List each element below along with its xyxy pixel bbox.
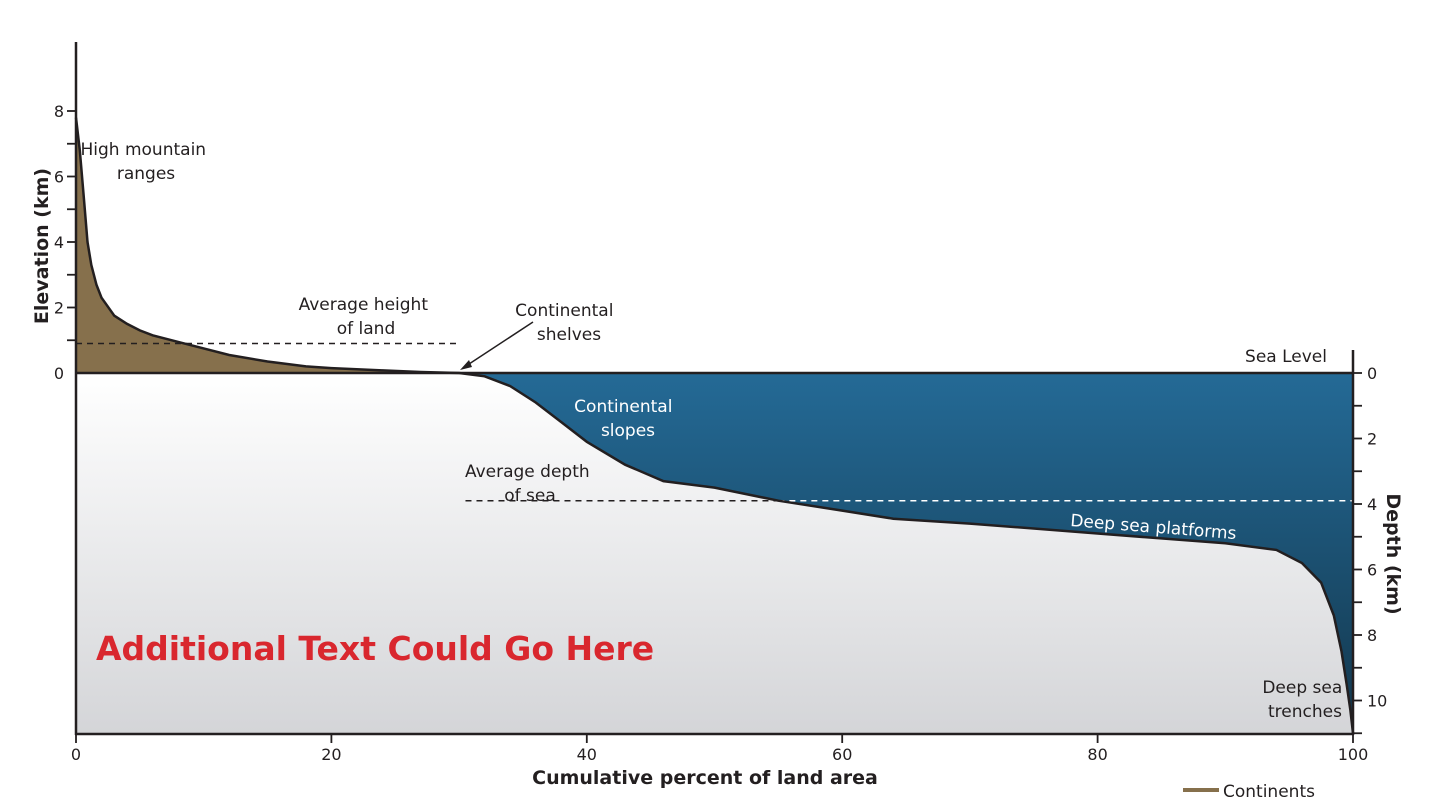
tick-marks (67, 110, 1362, 743)
continent-area (76, 117, 460, 373)
legend: Continents (1183, 782, 1315, 802)
average-height-label: Average height of land (299, 295, 434, 339)
left-y-axis-label: Elevation (km) (31, 168, 53, 324)
elevation-tick-label: 6 (54, 168, 64, 187)
x-tick-label: 60 (832, 745, 852, 764)
average-depth-label: Average depth of sea (465, 462, 595, 506)
hypsographic-curve (74, 117, 1355, 734)
elevation-tick-label: 0 (54, 364, 64, 383)
x-tick-label: 0 (71, 745, 81, 764)
elevation-tick-label: 8 (54, 102, 64, 121)
depth-tick-label: 10 (1367, 692, 1387, 711)
sea-level-label: Sea Level (1245, 347, 1327, 367)
deep-sea-trenches-label: Deep sea trenches (1262, 678, 1347, 722)
shelves-arrow (460, 321, 534, 370)
elevation-tick-label: 2 (54, 299, 64, 318)
depth-tick-label: 4 (1367, 495, 1377, 514)
x-tick-label: 100 (1338, 745, 1369, 764)
axes (74, 42, 1355, 736)
continental-slopes-label: Continental slopes (574, 397, 678, 441)
elevation-tick-label: 4 (54, 233, 64, 252)
x-tick-label: 40 (577, 745, 597, 764)
x-tick-label: 20 (321, 745, 341, 764)
depth-tick-label: 2 (1367, 430, 1377, 449)
legend-label: Continents (1223, 782, 1315, 802)
additional-text: Additional Text Could Go Here (96, 629, 654, 668)
x-axis-label: Cumulative percent of land area (532, 767, 878, 789)
x-tick-label: 80 (1087, 745, 1107, 764)
depth-tick-label: 6 (1367, 561, 1377, 580)
continental-shelves-label: Continental shelves (515, 301, 619, 345)
depth-tick-label: 0 (1367, 364, 1377, 383)
mountains-label: High mountain ranges (81, 140, 212, 184)
right-y-axis-label: Depth (km) (1382, 493, 1404, 614)
depth-tick-label: 8 (1367, 626, 1377, 645)
ocean-area (459, 373, 1354, 734)
